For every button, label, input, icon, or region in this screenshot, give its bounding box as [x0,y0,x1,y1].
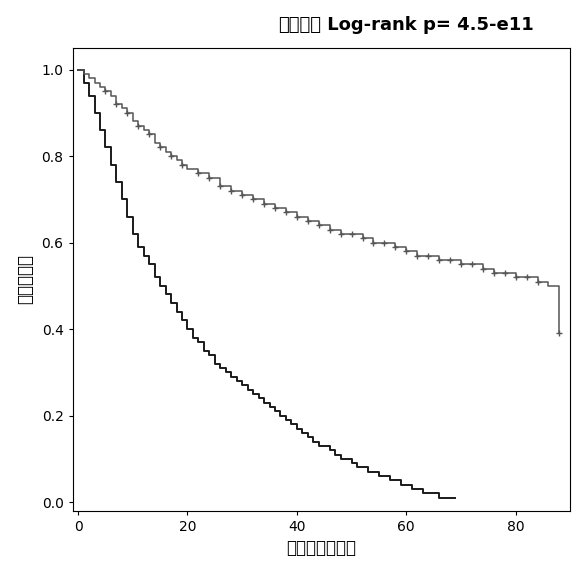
Y-axis label: 累计生存率: 累计生存率 [16,254,35,304]
Text: 生存曲线: 生存曲线 [278,16,322,34]
X-axis label: 生存时间（月）: 生存时间（月） [286,540,356,557]
Text: Log-rank p= 4.5-e11: Log-rank p= 4.5-e11 [322,16,534,34]
